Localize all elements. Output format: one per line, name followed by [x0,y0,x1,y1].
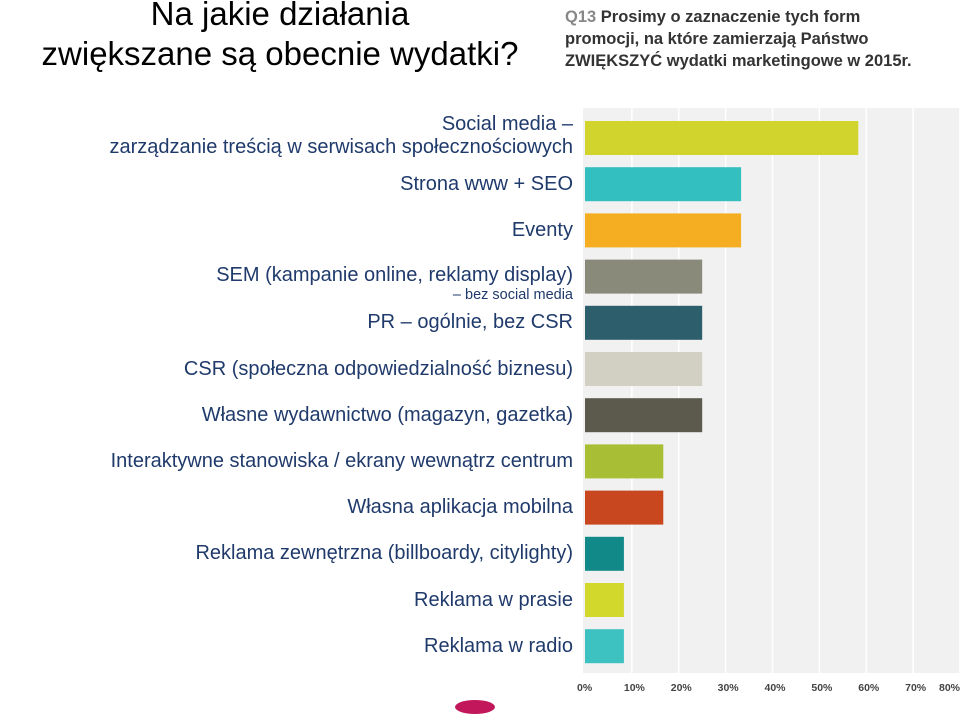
bar [585,167,742,202]
x-tick-label: 50% [811,682,833,694]
bar [585,444,664,479]
question-line-2: promocji, na które zamierzają Państwo [565,30,869,48]
category-label-line: CSR (społeczna odpowiedzialność biznesu) [183,357,573,380]
x-tick-label: 0% [577,682,593,694]
bar [585,583,624,617]
bar [585,259,703,294]
category-label-line: Strona www + SEO [400,172,573,195]
category-label: Strona www + SEO [400,173,573,196]
slide-title: Na jakie działania zwiększane są obecnie… [0,0,560,74]
category-label-line: Reklama zewnętrzna (billboardy, cityligh… [195,542,573,565]
x-tick-label: 30% [717,682,739,694]
question-text-1: Prosimy o zaznaczenie tych form [600,8,861,26]
category-label-line: SEM (kampanie online, reklamy display) [216,263,573,286]
x-tick-label: 20% [670,682,692,694]
survey-question: Q13 Prosimy o zaznaczenie tych form prom… [565,6,960,72]
decorative-shape [455,700,495,714]
title-line-2: zwiększane są obecnie wydatki? [41,35,519,72]
question-line-3: ZWIĘKSZYĆ wydatki marketingowe w 2015r. [565,52,912,70]
category-label: Eventy [512,219,573,242]
title-line-1: Na jakie działania [150,0,410,32]
category-label: CSR (społeczna odpowiedzialność biznesu) [184,358,573,381]
category-label: SEM (kampanie online, reklamy display) – … [216,264,573,304]
bar [585,352,703,386]
category-label-sub: – bez social media [452,286,573,303]
category-label-line: PR – ogólnie, bez CSR [367,311,573,334]
category-label-line: Reklama w prasie [414,588,573,611]
plot-area [583,108,960,673]
x-tick-label: 70% [905,682,927,694]
category-label-line: Własna aplikacja mobilna [347,496,573,519]
bar [585,213,742,248]
bar [585,629,624,664]
bar [585,121,859,155]
category-label: Własne wydawnictwo (magazyn, gazetka) [202,404,573,427]
bar [585,536,624,571]
category-label-line: Interaktywne stanowiska / ekrany wewnątr… [110,449,573,472]
bar [585,398,703,433]
x-tick-label: 60% [858,682,880,694]
category-label-line: Eventy [511,218,573,241]
x-tick-label: 80% [939,682,960,694]
category-label: Social media – zarządzanie treścią w serw… [109,113,573,159]
x-tick-label: 10% [623,682,645,694]
question-number: Q13 [565,8,597,26]
category-label: Własna aplikacja mobilna [347,496,573,519]
category-label-line: zarządzanie treścią w serwisach społeczn… [109,136,573,158]
category-label: Reklama zewnętrzna (billboardy, cityligh… [195,542,573,565]
category-label-line: Reklama w radio [424,634,573,657]
category-label: Reklama w radio [424,635,573,658]
bar [585,490,664,525]
category-label: Reklama w prasie [414,589,573,612]
category-label: Interaktywne stanowiska / ekrany wewnątr… [111,450,573,473]
category-label-line: Własne wydawnictwo (magazyn, gazetka) [201,403,573,426]
category-label-line: Social media – [441,113,573,135]
bar [585,305,703,340]
category-label: PR – ogólnie, bez CSR [367,311,573,334]
question-line-1: Q13 Prosimy o zaznaczenie tych form [565,6,960,28]
x-tick-label: 40% [764,682,786,694]
